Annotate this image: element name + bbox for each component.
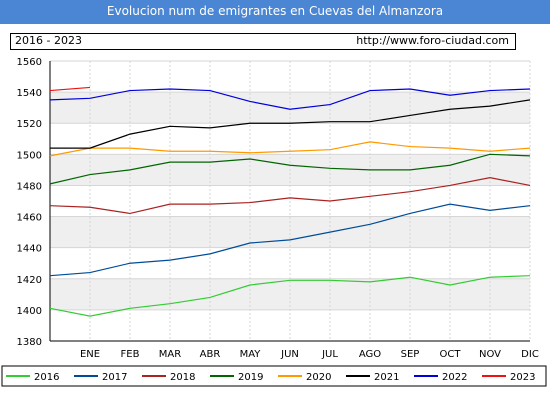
series-line-2021 — [50, 99, 531, 149]
y-tick-label: 1480 — [17, 181, 42, 192]
x-tick-label: OCT — [440, 349, 462, 360]
x-tick-label: ENE — [80, 349, 100, 360]
series-line-2018 — [49, 177, 531, 215]
x-tick-label: NOV — [479, 349, 501, 360]
series-line-2019 — [49, 153, 531, 185]
legend-box — [1, 365, 547, 387]
y-tick-label: 1400 — [17, 306, 42, 317]
legend-label-2016: 2016 — [34, 372, 59, 383]
x-tick-label: MAR — [159, 349, 181, 360]
x-tick-label: JUN — [280, 349, 299, 360]
period-label: 2016 - 2023 — [15, 34, 82, 47]
legend-label-2020: 2020 — [306, 372, 331, 383]
y-tick-label: 1380 — [17, 337, 42, 348]
x-tick-label: MAY — [240, 349, 262, 360]
series-line-2016 — [49, 275, 531, 317]
legend-label-2017: 2017 — [102, 372, 127, 383]
source-url[interactable]: http://www.foro-ciudad.com — [356, 34, 509, 47]
y-tick-label: 1540 — [17, 88, 42, 99]
legend-label-2019: 2019 — [238, 372, 263, 383]
series-line-2022 — [49, 88, 531, 110]
x-tick-label: AGO — [359, 349, 381, 360]
y-tick-label: 1420 — [17, 275, 42, 286]
legend-label-2023: 2023 — [510, 372, 535, 383]
y-tick-label: 1500 — [17, 150, 42, 161]
y-tick-label: 1520 — [17, 119, 42, 130]
info-box: 2016 - 2023 http://www.foro-ciudad.com — [10, 33, 516, 50]
x-tick-label: DIC — [521, 349, 539, 360]
series-line-2017 — [49, 203, 531, 277]
y-tick-label: 1460 — [17, 213, 42, 224]
title-bar: Evolucion num de emigrantes en Cuevas de… — [0, 0, 550, 24]
y-tick-label: 1440 — [17, 244, 42, 255]
y-tick-label: 1560 — [17, 57, 42, 68]
x-tick-label: ABR — [200, 349, 221, 360]
series-line-2023 — [49, 86, 91, 92]
x-tick-label: JUL — [321, 349, 338, 360]
legend-label-2021: 2021 — [374, 372, 399, 383]
legend-label-2018: 2018 — [170, 372, 195, 383]
legend-label-2022: 2022 — [442, 372, 467, 383]
chart-title: Evolucion num de emigrantes en Cuevas de… — [106, 4, 444, 18]
x-tick-label: SEP — [401, 349, 420, 360]
series-line-2020 — [49, 141, 531, 157]
x-tick-label: FEB — [121, 349, 140, 360]
